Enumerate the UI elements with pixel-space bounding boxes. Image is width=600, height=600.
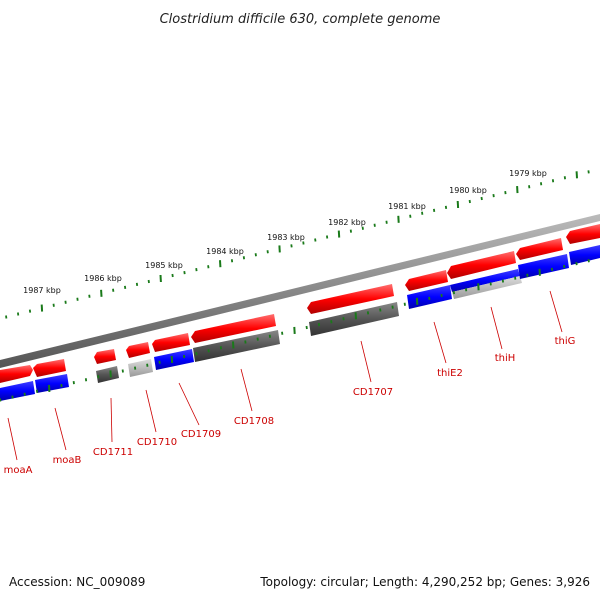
- gene-thiG-reverse: [569, 245, 600, 265]
- gene-label-moaB: moaB: [53, 455, 82, 466]
- gene-CD1707-reverse: [309, 302, 399, 336]
- leader-CD1708: [240, 368, 253, 412]
- leader-moaA: [7, 417, 18, 461]
- leader-CD1711: [110, 397, 113, 443]
- gene-thi-next-reverse: [518, 254, 569, 279]
- genome-backbone: [0, 214, 600, 368]
- gene-CD1709-reverse: [154, 349, 194, 370]
- leader-thiG: [549, 290, 563, 333]
- gene-thiG-forward: [566, 224, 600, 244]
- kbp-label-group: 1979 kbp 1980 kbp 1981 kbp 1982 kbp 1983…: [23, 169, 547, 295]
- accession-text: Accession: NC_009089: [9, 575, 145, 589]
- gene-label-moaA: moaA: [4, 465, 33, 476]
- leader-thiH: [490, 306, 503, 350]
- gene-CD1711-forward: [94, 349, 116, 364]
- gene-moaA-forward: [0, 365, 33, 383]
- gene-moaB-forward: [33, 359, 66, 377]
- backbone-band: [0, 214, 600, 368]
- gene-CD1709-forward: [152, 333, 190, 352]
- gene-thiH-reverse: [450, 269, 520, 292]
- gene-CD1708-forward: [191, 314, 276, 343]
- gene-label-CD1710: CD1710: [137, 437, 177, 448]
- gene-label-CD1708: CD1708: [234, 416, 274, 427]
- kbp-label-1983: 1983 kbp: [267, 233, 305, 242]
- gene-CD1710-reverse: [128, 359, 153, 377]
- gene-thiE2-forward: [405, 270, 448, 291]
- kbp-label-1987: 1987 kbp: [23, 286, 61, 295]
- kbp-label-1982: 1982 kbp: [328, 218, 366, 227]
- leader-thiE2: [433, 321, 447, 364]
- leader-CD1710: [145, 389, 157, 433]
- map-title: Clostridium difficile 630, complete geno…: [160, 12, 441, 27]
- kbp-label-1981: 1981 kbp: [388, 202, 426, 211]
- leader-CD1707: [360, 340, 372, 383]
- gene-thi-next-forward: [516, 238, 563, 260]
- gene-label-CD1709: CD1709: [181, 429, 221, 440]
- kbp-label-1986: 1986 kbp: [84, 274, 122, 283]
- inner-tick-ring: [0, 259, 590, 402]
- gene-leader-lines: [7, 290, 563, 461]
- gene-CD1711-reverse: [96, 366, 119, 383]
- leader-moaB: [54, 407, 67, 451]
- gene-thiH-reverse-shadow: [452, 276, 522, 299]
- outer-tick-ring: [5, 170, 590, 319]
- gene-label-thiH: thiH: [495, 353, 516, 364]
- kbp-label-1980: 1980 kbp: [449, 186, 487, 195]
- gene-moaB-reverse: [35, 374, 69, 393]
- kbp-label-1984: 1984 kbp: [206, 247, 244, 256]
- gene-moaA-reverse: [0, 381, 35, 401]
- gene-CD1710-forward: [126, 342, 150, 358]
- genome-summary-text: Topology: circular; Length: 4,290,252 bp…: [259, 575, 590, 589]
- gene-track: [0, 224, 600, 401]
- gene-label-CD1707: CD1707: [353, 387, 393, 398]
- kbp-label-1979: 1979 kbp: [509, 169, 547, 178]
- gene-CD1707-forward: [307, 284, 394, 314]
- kbp-label-1985: 1985 kbp: [145, 261, 183, 270]
- leader-CD1709: [178, 382, 200, 426]
- gene-label-CD1711: CD1711: [93, 447, 133, 458]
- gene-label-thiE2: thiE2: [437, 368, 463, 379]
- gene-thiH-forward: [447, 251, 516, 279]
- gene-label-group: moaA moaB CD1711 CD1710 CD1709 CD1708 CD…: [4, 336, 576, 476]
- gene-label-thiG: thiG: [555, 336, 576, 347]
